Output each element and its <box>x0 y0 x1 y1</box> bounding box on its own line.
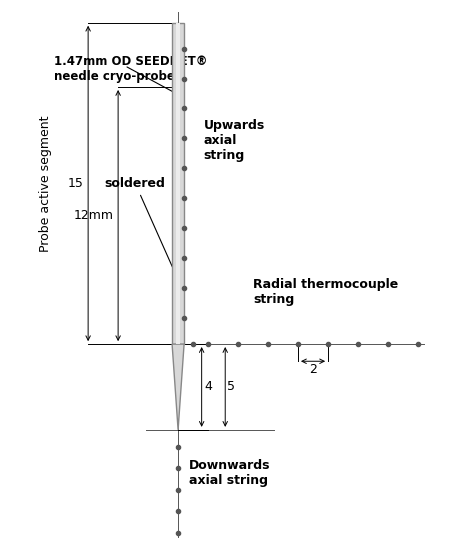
Text: 15: 15 <box>68 177 84 190</box>
Text: 4: 4 <box>205 380 213 394</box>
Text: 2: 2 <box>309 363 317 377</box>
Text: soldered: soldered <box>105 177 182 287</box>
Bar <box>176 23 181 344</box>
Text: Upwards
axial
string: Upwards axial string <box>204 119 265 162</box>
Text: 1.47mm OD SEEDNET®
needle cryo-probe: 1.47mm OD SEEDNET® needle cryo-probe <box>54 55 207 83</box>
Bar <box>172 23 184 344</box>
Text: Radial thermocouple
string: Radial thermocouple string <box>253 278 398 306</box>
Text: 12mm: 12mm <box>74 209 114 222</box>
Text: Downwards
axial string: Downwards axial string <box>189 458 270 486</box>
Text: 5: 5 <box>228 380 236 394</box>
Polygon shape <box>172 344 184 430</box>
Text: Probe active segment: Probe active segment <box>39 115 52 251</box>
